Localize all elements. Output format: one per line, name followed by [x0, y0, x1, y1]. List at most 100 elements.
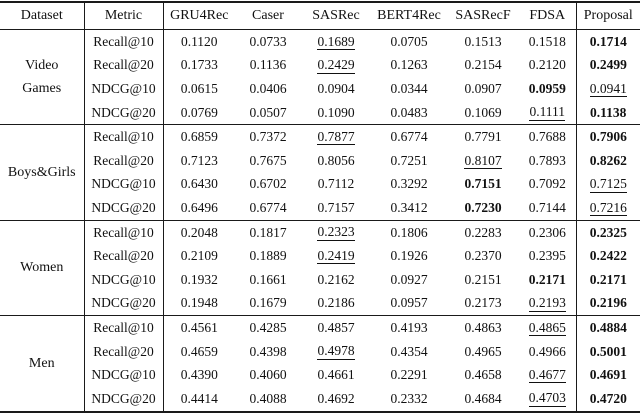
value-cell: 0.1120 — [163, 30, 235, 54]
value-cell: 0.7893 — [519, 148, 577, 173]
value-cell: 0.4863 — [447, 316, 519, 340]
dataset-label: Boys&Girls — [7, 165, 76, 181]
table-row: NDCG@20 0.0769 0.0507 0.1090 0.0483 0.1069 0.1… — [0, 100, 640, 125]
table-row: Boys&Girls Recall@10 0.6859 0.7372 0.7877 0.6… — [0, 124, 640, 221]
metric-value: 0.8262 — [589, 152, 627, 168]
metric-value: 0.2186 — [317, 295, 355, 311]
metric-value: 0.6859 — [180, 129, 218, 145]
value-cell: 0.4659 — [163, 340, 235, 364]
metric-value: 0.7893 — [528, 152, 566, 168]
value-cell: 0.1926 — [371, 244, 447, 268]
table-row: Recall@20 0.4659 0.4398 0.4978 0.4354 0.4965 0… — [0, 339, 640, 364]
metric-value: 0.2171 — [589, 271, 627, 287]
metric-value: 0.1120 — [180, 33, 218, 49]
metric-cell: Recall@20 — [84, 53, 164, 78]
value-cell: 0.4677 — [519, 363, 577, 387]
metric-value: 0.4285 — [249, 319, 287, 335]
value-cell: 0.2291 — [371, 363, 447, 387]
metric-value: 0.8107 — [464, 152, 502, 170]
metric-value: 0.4561 — [180, 319, 218, 335]
metric-value: 0.2370 — [464, 248, 502, 264]
value-cell: 0.4978 — [301, 340, 371, 364]
value-cell: 0.2186 — [301, 292, 371, 316]
metric-cell: Recall@10 — [84, 315, 164, 340]
metric-value: 0.1733 — [180, 57, 218, 73]
header-row: Dataset Metric GRU4Rec Caser SASRec BERT4Rec S… — [0, 2, 640, 30]
metric-value: 0.1263 — [390, 57, 428, 73]
metric-value: 0.4865 — [528, 319, 566, 337]
column-header-gru4rec: GRU4Rec — [163, 2, 235, 30]
column-header-caser: Caser — [235, 2, 301, 30]
dataset-label: Video — [25, 58, 59, 74]
value-cell: 0.8107 — [447, 149, 519, 173]
metric-value: 0.2196 — [589, 295, 627, 311]
metric-value: 0.4692 — [317, 390, 355, 406]
metric-value: 0.6774 — [390, 129, 428, 145]
value-cell: 0.7251 — [371, 149, 447, 173]
value-cell: 0.2193 — [519, 291, 577, 316]
value-cell: 0.4703 — [519, 386, 577, 412]
metric-cell: Recall@20 — [84, 148, 164, 173]
value-cell: 0.0406 — [235, 77, 301, 101]
table-row: NDCG@10 0.6430 0.6702 0.7112 0.3292 0.7151 0.7… — [0, 172, 640, 197]
column-header-fdsa: FDSA — [519, 2, 577, 30]
table-row: Video Games Recall@10 0.1120 0.0733 0.1689 0.0… — [0, 29, 640, 125]
dataset-group: Video Games Recall@10 0.1120 0.0733 0.1689 0.0… — [0, 29, 640, 125]
value-cell: 0.1714 — [576, 30, 640, 54]
metric-value: 0.2422 — [589, 248, 627, 264]
metric-value: 0.4060 — [249, 367, 287, 383]
value-cell: 0.2120 — [519, 53, 577, 78]
column-header-proposal: Proposal — [576, 2, 640, 30]
metric-value: 0.7144 — [528, 199, 566, 215]
metric-value: 0.1689 — [317, 33, 355, 51]
metric-value: 0.0615 — [180, 80, 218, 96]
table-row: NDCG@20 0.4414 0.4088 0.4692 0.2332 0.4684 0.4… — [0, 386, 640, 412]
dataset-group: Men Recall@10 0.4561 0.4285 0.4857 0.4193 0.48… — [0, 315, 640, 412]
metric-value: 0.0959 — [528, 80, 566, 96]
metric-value: 0.1661 — [249, 271, 287, 287]
metric-value: 0.2283 — [464, 224, 502, 240]
value-cell: 0.5001 — [576, 340, 640, 364]
metric-cell: Recall@20 — [84, 339, 164, 364]
metric-value: 0.2291 — [390, 367, 428, 383]
metric-value: 0.1138 — [590, 104, 627, 120]
metric-value: 0.1714 — [589, 33, 627, 49]
metric-value: 0.7688 — [528, 129, 566, 145]
value-cell: 0.2419 — [301, 244, 371, 268]
metric-value: 0.1136 — [249, 57, 287, 73]
value-cell: 0.1138 — [576, 101, 640, 125]
value-cell: 0.0615 — [163, 77, 235, 101]
metric-cell: NDCG@10 — [84, 363, 164, 387]
value-cell: 0.4060 — [235, 363, 301, 387]
value-cell: 0.7372 — [235, 125, 301, 149]
value-cell: 0.4354 — [371, 340, 447, 364]
metric-value: 0.4966 — [528, 343, 566, 359]
metric-value: 0.4720 — [589, 390, 627, 406]
metric-value: 0.1518 — [528, 33, 566, 49]
value-cell: 0.2306 — [519, 220, 577, 245]
value-cell: 0.6774 — [371, 125, 447, 149]
value-cell: 0.7157 — [301, 196, 371, 220]
value-cell: 0.1518 — [519, 29, 577, 54]
value-cell: 0.2370 — [447, 244, 519, 268]
value-cell: 0.7123 — [163, 149, 235, 173]
value-cell: 0.2151 — [447, 268, 519, 292]
value-cell: 0.6496 — [163, 196, 235, 220]
metric-value: 0.2306 — [528, 224, 566, 240]
metric-value: 0.4390 — [180, 367, 218, 383]
dataset-cell: Boys&Girls — [0, 124, 85, 221]
metric-value: 0.7675 — [249, 152, 287, 168]
metric-value: 0.3412 — [390, 199, 428, 215]
value-cell: 0.2332 — [371, 387, 447, 412]
table-row: Recall@20 0.7123 0.7675 0.8056 0.7251 0.8107 0… — [0, 148, 640, 173]
metric-value: 0.8056 — [317, 152, 355, 168]
table-row: NDCG@20 0.6496 0.6774 0.7157 0.3412 0.7230 0.7… — [0, 196, 640, 221]
value-cell: 0.1817 — [235, 220, 301, 244]
metric-value: 0.2162 — [317, 271, 355, 287]
metric-value: 0.4414 — [180, 390, 218, 406]
metric-value: 0.2332 — [390, 390, 428, 406]
value-cell: 0.1111 — [519, 100, 577, 125]
value-cell: 0.4965 — [447, 340, 519, 364]
metric-value: 0.7877 — [317, 128, 355, 146]
value-cell: 0.7791 — [447, 125, 519, 149]
